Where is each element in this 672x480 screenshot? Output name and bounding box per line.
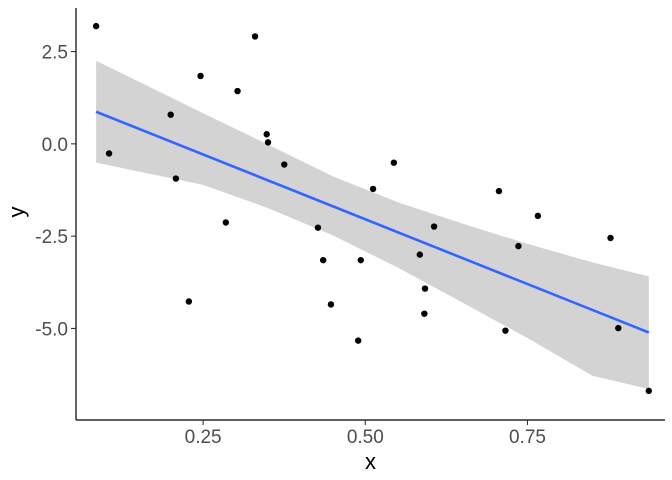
- regression-line-layer: [95, 110, 650, 334]
- data-point: [281, 161, 288, 168]
- data-point: [197, 72, 204, 80]
- data-point: [421, 310, 428, 317]
- data-point: [185, 298, 193, 305]
- data-point: [263, 131, 270, 138]
- x-tick-label: 0.75: [509, 427, 546, 448]
- data-point: [172, 175, 180, 182]
- data-point: [421, 285, 429, 292]
- data-point: [234, 87, 241, 95]
- data-point: [495, 187, 503, 195]
- data-point: [615, 324, 622, 332]
- data-point: [314, 224, 322, 231]
- data-point: [390, 159, 398, 166]
- data-point: [502, 327, 509, 334]
- x-axis-title: x: [365, 449, 376, 474]
- data-point: [167, 111, 174, 118]
- data-point: [327, 301, 335, 308]
- y-tick-label: -5.0: [35, 319, 68, 340]
- data-point: [251, 33, 259, 40]
- data-point: [607, 234, 614, 242]
- data-point: [534, 212, 542, 220]
- data-point: [515, 242, 522, 250]
- data-point: [92, 22, 100, 30]
- data-point: [416, 251, 423, 258]
- data-point: [357, 256, 364, 264]
- ticks-layer: 0.25 0.50 0.75 2.5 0.0 -2.5 -5.0: [35, 43, 546, 448]
- x-tick-label: 0.25: [185, 427, 222, 448]
- x-tick-label: 0.50: [347, 427, 384, 448]
- axes-layer: [75, 8, 665, 421]
- data-point: [645, 387, 652, 395]
- y-axis-title: y: [4, 207, 29, 218]
- data-point: [369, 185, 377, 193]
- y-tick-label: 0.0: [42, 135, 68, 156]
- data-point: [222, 219, 230, 226]
- data-point: [354, 337, 362, 344]
- data-point: [264, 139, 272, 146]
- confidence-band: [96, 60, 649, 389]
- data-point: [105, 150, 113, 157]
- y-tick-label: 2.5: [42, 43, 68, 64]
- data-point: [319, 256, 327, 264]
- regression-line: [95, 110, 650, 334]
- data-point: [430, 223, 438, 230]
- confidence-band-layer: [96, 60, 649, 389]
- data-points-layer: [92, 22, 652, 395]
- y-tick-label: -2.5: [35, 227, 68, 248]
